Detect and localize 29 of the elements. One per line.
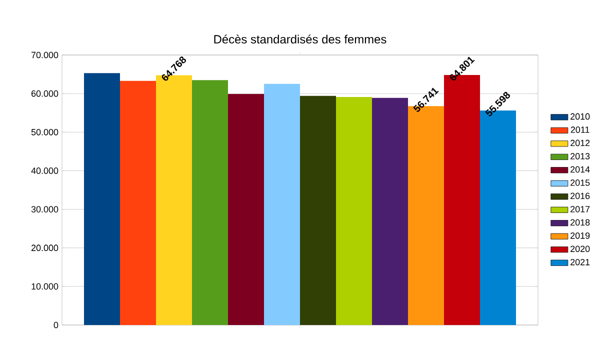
- legend-label: 2017: [570, 206, 590, 212]
- y-tick-label: 40.000: [31, 168, 58, 174]
- bar: [84, 73, 120, 325]
- y-tick-label: 10.000: [32, 283, 58, 290]
- bar: [264, 84, 300, 325]
- legend-label: 2016: [570, 192, 590, 200]
- legend-label: 2018: [570, 219, 590, 226]
- legend-label: 2015: [570, 180, 590, 186]
- legend-label: 2012: [570, 140, 590, 146]
- legend-label: 2021: [570, 258, 590, 266]
- bar: [228, 94, 264, 325]
- y-tick-label: 20.000: [32, 244, 58, 252]
- bar: [336, 97, 372, 325]
- y-tick-label: 60.000: [32, 90, 58, 97]
- legend-label: 2013: [570, 153, 590, 160]
- y-tick-label: 0: [54, 322, 58, 328]
- legend-label: 2020: [570, 246, 590, 252]
- legend-label: 2019: [570, 232, 590, 239]
- legend-label: 2010: [570, 113, 590, 120]
- bar: [372, 98, 408, 325]
- bar: [192, 80, 228, 325]
- y-tick-label: 70.000: [32, 52, 58, 58]
- y-tick-label: 30.000: [31, 206, 58, 212]
- legend-label: 2011: [570, 126, 590, 133]
- chart-title: Décès standardisés des femmes: [214, 34, 386, 44]
- bar: [300, 96, 336, 325]
- y-tick-label: 50.000: [31, 128, 58, 136]
- bar: [120, 80, 156, 325]
- legend-label: 2014: [570, 166, 590, 173]
